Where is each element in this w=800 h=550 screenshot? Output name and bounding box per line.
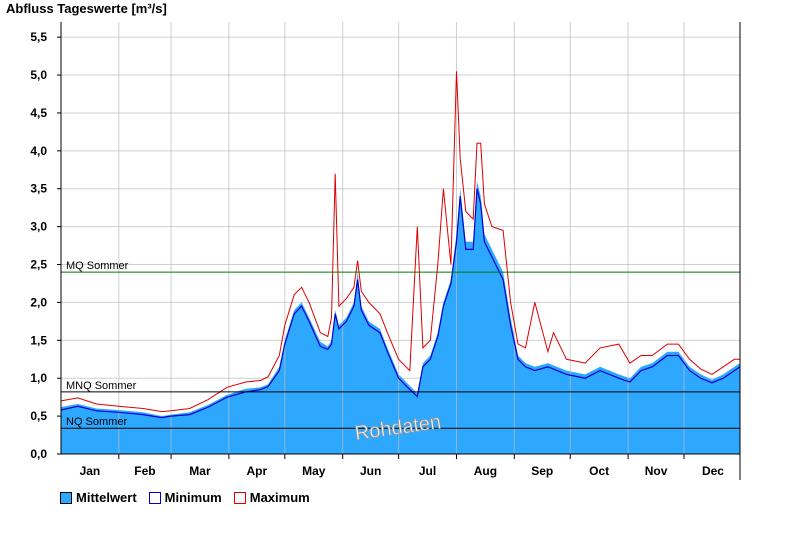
minimum-line: [60, 188, 741, 419]
x-tick-label: Jun: [360, 464, 381, 478]
legend-item-maximum[interactable]: Maximum: [233, 490, 310, 505]
x-tick-label: Dec: [702, 464, 724, 478]
x-tick-label: May: [302, 464, 326, 478]
x-tick-label: Mar: [189, 464, 211, 478]
legend-swatch-maximum: [233, 491, 246, 504]
y-tick-label: 1,0: [30, 371, 47, 385]
y-tick-label: 5,5: [30, 30, 47, 44]
y-tick-label: 5,0: [30, 68, 47, 82]
legend-item-minimum[interactable]: Minimum: [148, 490, 222, 505]
y-tick-label: 2,0: [30, 295, 47, 309]
x-tick-label: Apr: [247, 464, 268, 478]
x-tick-label: Jul: [419, 464, 436, 478]
legend: Mittelwert Minimum Maximum: [60, 490, 310, 505]
y-tick-label: 4,0: [30, 144, 47, 158]
chart-title: Abfluss Tageswerte [m³/s]: [6, 1, 167, 16]
reference-line-label: MQ Sommer: [66, 260, 129, 272]
y-tick-label: 2,5: [30, 258, 47, 272]
legend-swatch-minimum: [148, 491, 161, 504]
x-tick-label: Nov: [645, 464, 668, 478]
y-tick-label: 0,0: [30, 447, 47, 461]
x-tick-label: Sep: [531, 464, 553, 478]
y-tick-label: 0,5: [30, 409, 47, 423]
y-tick-label: 1,5: [30, 333, 47, 347]
reference-line-label: NQ Sommer: [66, 416, 127, 428]
x-tick-label: Jan: [80, 464, 101, 478]
maximum-line: [60, 71, 740, 413]
reference-line-label: MNQ Sommer: [66, 380, 137, 392]
legend-label-mittelwert: Mittelwert: [76, 490, 137, 505]
legend-item-mittelwert[interactable]: Mittelwert: [60, 490, 137, 505]
legend-label-minimum: Minimum: [164, 490, 222, 505]
x-tick-label: Aug: [474, 464, 497, 478]
legend-swatch-mittelwert: [60, 491, 72, 504]
y-tick-label: 3,5: [30, 182, 47, 196]
x-tick-label: Oct: [589, 464, 609, 478]
x-tick-label: Feb: [134, 464, 155, 478]
legend-label-maximum: Maximum: [249, 490, 310, 505]
y-tick-label: 4,5: [30, 106, 47, 120]
y-tick-label: 3,0: [30, 220, 47, 234]
